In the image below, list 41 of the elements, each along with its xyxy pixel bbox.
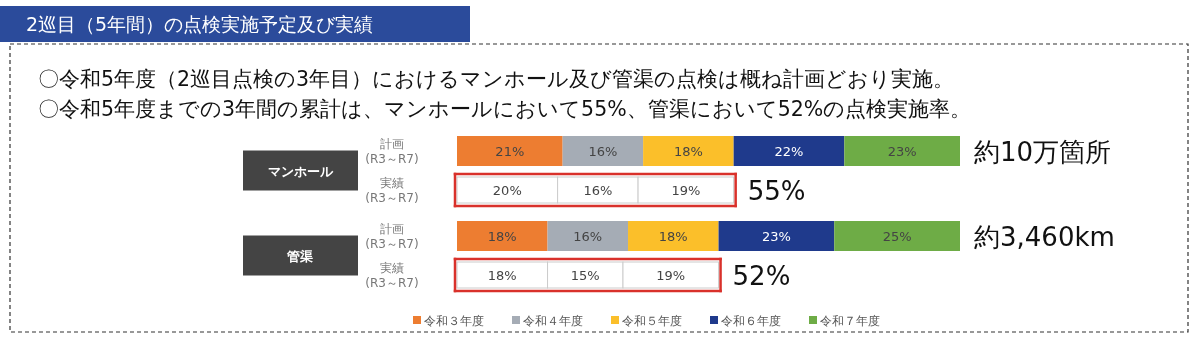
data-label: 16% xyxy=(588,144,618,159)
data-label: 16% xyxy=(573,229,603,244)
data-label: 15% xyxy=(570,268,600,283)
data-label: 18% xyxy=(487,268,517,283)
data-label: 25% xyxy=(882,229,912,244)
data-label: 16% xyxy=(583,183,613,198)
text: 約10万箇所 xyxy=(974,137,1112,167)
bar xyxy=(643,136,734,166)
legend-label: 令和３年度 xyxy=(424,314,484,328)
data-label: 20% xyxy=(492,183,522,198)
data-label: 19% xyxy=(671,183,701,198)
y-tick-label: 計画(R3～R7) xyxy=(365,222,419,251)
y-tick-label: 計画(R3～R7) xyxy=(365,137,419,166)
bar xyxy=(562,136,644,166)
text: 管渠 xyxy=(286,248,313,264)
data-label: 23% xyxy=(887,144,917,159)
annotation: 55% xyxy=(747,176,806,206)
data-label: 18% xyxy=(658,229,688,244)
text: 2巡目（5年間）の点検実施予定及び実績 xyxy=(26,13,374,35)
y-tick-label: 実績(R3～R7) xyxy=(365,176,419,205)
data-label: 18% xyxy=(673,144,703,159)
data-label: 18% xyxy=(487,229,517,244)
text: 〇令和5年度（2巡目点検の3年目）におけるマンホール及び管渠の点検は概ね計画どおり実施。 xyxy=(38,67,955,91)
data-label: 22% xyxy=(774,144,804,159)
bar xyxy=(457,136,563,166)
bar xyxy=(844,136,960,166)
bar xyxy=(718,221,835,251)
text: 約3,460km xyxy=(974,222,1115,252)
data-label: 23% xyxy=(761,229,791,244)
bar xyxy=(733,136,845,166)
annotation: 52% xyxy=(732,261,791,291)
data-label: 19% xyxy=(656,268,686,283)
legend-label: 令和６年度 xyxy=(721,314,781,328)
legend-label: 令和５年度 xyxy=(622,314,682,328)
legend-label: 令和４年度 xyxy=(523,314,583,328)
y-tick-label: 実績(R3～R7) xyxy=(365,261,419,290)
data-label: 21% xyxy=(495,144,525,159)
bar xyxy=(834,221,960,251)
legend-label: 令和７年度 xyxy=(820,314,880,328)
text: マンホール xyxy=(267,163,334,179)
text: 〇令和5年度までの3年間の累計は、マンホールにおいて55%、管渠において52%の点検実施率。 xyxy=(38,97,972,121)
